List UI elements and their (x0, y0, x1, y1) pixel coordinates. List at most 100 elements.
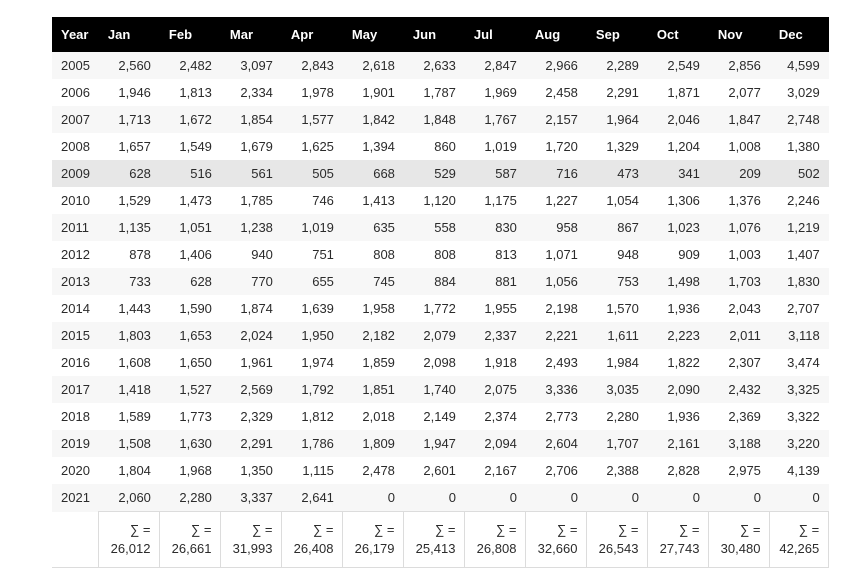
value-cell-2019-feb: 1,630 (179, 436, 212, 451)
value-cell-2005-feb: 2,482 (179, 58, 212, 73)
sum-symbol-label: ∑ = (617, 522, 639, 537)
year-row-2013[interactable]: 2013 733 628 770 655 745 884 881 1,056 753 1,498 1,… (52, 268, 829, 295)
sum-value: 26,179 (354, 541, 395, 556)
year-row-2018[interactable]: 2018 1,589 1,773 2,329 1,812 2,018 2,149 2,374 2… (52, 403, 829, 430)
table-header: Year Jan Feb Mar Apr May Jun Jul Aug Sep Oct Nov Dec (52, 17, 829, 52)
value-cell-2017-apr: 1,792 (301, 382, 334, 397)
value-cell-2005-apr: 2,843 (301, 58, 334, 73)
value-cell-2010-dec: 2,246 (787, 193, 820, 208)
year-row-2008[interactable]: 2008 1,657 1,549 1,679 1,625 1,394 860 1,019 1,7… (52, 133, 829, 160)
value-cell-2007-dec: 2,748 (787, 112, 820, 127)
value-cell-2007-sep: 1,964 (606, 112, 639, 127)
column-header-feb: Feb (159, 17, 221, 52)
year-row-2016[interactable]: 2016 1,608 1,650 1,961 1,974 1,859 2,098 1,918 2… (52, 349, 829, 376)
value-cell-2021-aug: 0 (570, 490, 578, 505)
value-cell-2018-jan: 1,589 (118, 409, 151, 424)
value-cell-2012-jul: 813 (495, 247, 517, 262)
value-cell-2006-may: 1,901 (362, 85, 395, 100)
value-cell-2017-oct: 2,090 (667, 382, 700, 397)
sum-symbol-label: ∑ = (798, 522, 820, 537)
sum-value: 27,743 (659, 541, 700, 556)
year-row-2005[interactable]: 2005 2,560 2,482 3,097 2,843 2,618 2,633 2,847 2… (52, 52, 829, 79)
year-row-2011[interactable]: 2011 1,135 1,051 1,238 1,019 635 558 830 958 867 1… (52, 214, 829, 241)
value-cell-2006-nov: 2,077 (728, 85, 761, 100)
total-cell-jul: ∑ = 26,808 (464, 511, 527, 568)
value-cell-2015-jul: 2,337 (484, 328, 517, 343)
column-header-mar: Mar (220, 17, 282, 52)
value-cell-2020-feb: 1,968 (179, 463, 212, 478)
value-cell-2006-apr: 1,978 (301, 85, 334, 100)
value-cell-2013-jun: 884 (434, 274, 456, 289)
value-cell-2008-sep: 1,329 (606, 139, 639, 154)
value-cell-2017-jan: 1,418 (118, 382, 151, 397)
value-cell-2021-apr: 2,641 (301, 490, 334, 505)
value-cell-2011-may: 635 (373, 220, 395, 235)
year-row-2017[interactable]: 2017 1,418 1,527 2,569 1,792 1,851 1,740 2,075 3… (52, 376, 829, 403)
year-cell: 2021 (61, 490, 90, 506)
value-cell-2011-feb: 1,051 (179, 220, 212, 235)
value-cell-2006-jun: 1,787 (423, 85, 456, 100)
value-cell-2007-oct: 2,046 (667, 112, 700, 127)
value-cell-2009-sep: 473 (617, 166, 639, 181)
year-row-2014[interactable]: 2014 1,443 1,590 1,874 1,639 1,958 1,772 1,955 2… (52, 295, 829, 322)
value-cell-2015-sep: 1,611 (607, 328, 639, 343)
value-cell-2021-sep: 0 (631, 490, 639, 505)
value-cell-2007-may: 1,842 (362, 112, 395, 127)
value-cell-2018-dec: 3,322 (787, 409, 820, 424)
value-cell-2005-sep: 2,289 (606, 58, 639, 73)
year-row-2010[interactable]: 2010 1,529 1,473 1,785 746 1,413 1,120 1,175 1,2… (52, 187, 829, 214)
year-cell: 2020 (61, 463, 90, 478)
value-cell-2014-apr: 1,639 (301, 301, 334, 316)
year-row-2021[interactable]: 2021 2,060 2,280 3,337 2,641 0 0 0 0 0 0 0 0 (52, 484, 829, 512)
value-cell-2014-jan: 1,443 (118, 301, 151, 316)
sum-value: 26,408 (293, 541, 334, 556)
sum-symbol-label: ∑ = (129, 522, 151, 537)
value-cell-2019-mar: 2,291 (240, 436, 273, 451)
value-cell-2010-mar: 1,785 (240, 193, 273, 208)
value-cell-2009-apr: 505 (312, 166, 334, 181)
year-cell: 2006 (61, 85, 90, 100)
value-cell-2011-sep: 867 (617, 220, 639, 235)
value-cell-2012-may: 808 (373, 247, 395, 262)
value-cell-2020-apr: 1,115 (302, 463, 334, 478)
value-cell-2015-feb: 1,653 (179, 328, 212, 343)
value-cell-2005-jun: 2,633 (423, 58, 456, 73)
value-cell-2015-may: 2,182 (362, 328, 395, 343)
value-cell-2008-aug: 1,720 (545, 139, 578, 154)
year-row-2012[interactable]: 2012 878 1,406 940 751 808 808 813 1,071 948 909 1,… (52, 241, 829, 268)
value-cell-2014-jul: 1,955 (484, 301, 517, 316)
value-cell-2016-jul: 1,918 (484, 355, 517, 370)
value-cell-2008-oct: 1,204 (667, 139, 700, 154)
year-row-2015[interactable]: 2015 1,803 1,653 2,024 1,950 2,182 2,079 2,337 2… (52, 322, 829, 349)
value-cell-2021-jul: 0 (509, 490, 517, 505)
value-cell-2013-may: 745 (373, 274, 395, 289)
value-cell-2014-may: 1,958 (362, 301, 395, 316)
year-row-2020[interactable]: 2020 1,804 1,968 1,350 1,115 2,478 2,601 2,167 2… (52, 457, 829, 484)
value-cell-2015-mar: 2,024 (240, 328, 273, 343)
value-cell-2017-dec: 3,325 (787, 382, 820, 397)
sum-value: 32,660 (537, 541, 578, 556)
year-row-2007[interactable]: 2007 1,713 1,672 1,854 1,577 1,842 1,848 1,767 2… (52, 106, 829, 133)
year-cell: 2018 (61, 409, 90, 424)
value-cell-2012-mar: 940 (251, 247, 273, 262)
year-row-2009[interactable]: 2009 628 516 561 505 668 529 587 716 473 341 209 502 (52, 160, 829, 187)
total-cell-feb: ∑ = 26,661 (159, 511, 222, 568)
value-cell-2005-mar: 3,097 (240, 58, 273, 73)
year-cell: 2011 (61, 220, 89, 235)
value-cell-2005-dec: 4,599 (787, 58, 820, 73)
value-cell-2008-may: 1,394 (362, 139, 395, 154)
value-cell-2011-mar: 1,238 (240, 220, 273, 235)
value-cell-2019-jul: 2,094 (484, 436, 517, 451)
table-body: 2005 2,560 2,482 3,097 2,843 2,618 2,633 2,847 2… (52, 52, 829, 512)
value-cell-2019-jan: 1,508 (118, 436, 151, 451)
value-cell-2007-apr: 1,577 (301, 112, 334, 127)
value-cell-2011-jun: 558 (434, 220, 456, 235)
value-cell-2008-nov: 1,008 (728, 139, 761, 154)
value-cell-2007-feb: 1,672 (179, 112, 212, 127)
year-row-2019[interactable]: 2019 1,508 1,630 2,291 1,786 1,809 1,947 2,094 2… (52, 430, 829, 457)
year-cell: 2013 (61, 274, 90, 289)
value-cell-2016-nov: 2,307 (728, 355, 761, 370)
value-cell-2012-oct: 909 (678, 247, 700, 262)
column-header-year: Year (52, 17, 99, 52)
year-row-2006[interactable]: 2006 1,946 1,813 2,334 1,978 1,901 1,787 1,969 2… (52, 79, 829, 106)
